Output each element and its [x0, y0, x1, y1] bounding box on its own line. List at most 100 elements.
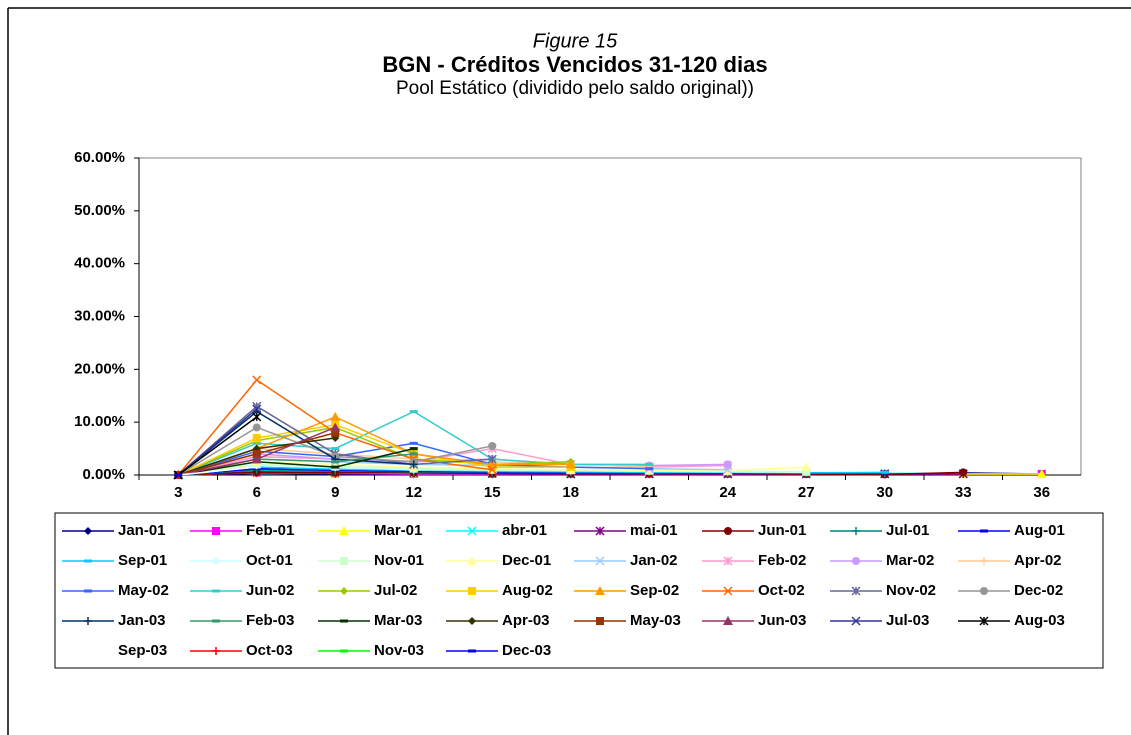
point [331, 447, 340, 451]
point [723, 460, 732, 469]
plot-area [138, 157, 1082, 476]
series-line [177, 424, 571, 476]
legend-label: Oct-02 [758, 582, 805, 599]
x-tick-label: 6 [253, 484, 261, 501]
point [252, 423, 261, 432]
point [409, 452, 418, 456]
legend-label: Feb-01 [246, 522, 294, 539]
point [174, 473, 183, 477]
legend-label: Dec-03 [502, 642, 551, 659]
legend-label: Mar-03 [374, 612, 422, 629]
x-tick-label: 24 [719, 484, 736, 501]
legend-label: Sep-02 [630, 582, 679, 599]
y-tick-label: 50.00% [74, 202, 125, 219]
legend-label: Aug-02 [502, 582, 553, 599]
point [801, 462, 812, 472]
legend-marker [595, 556, 605, 566]
legend-label: Nov-01 [374, 552, 424, 569]
legend-marker [340, 619, 348, 623]
x-tick-label: 3 [174, 484, 182, 501]
legend-marker [851, 586, 861, 596]
legend-label: mai-01 [630, 522, 678, 539]
chart-title: BGN - Créditos Vencidos 31-120 dias [382, 52, 767, 77]
legend-marker [980, 529, 988, 533]
x-tick-label: 21 [641, 484, 658, 501]
point [331, 460, 340, 464]
legend-label: Jul-01 [886, 522, 929, 539]
point [802, 467, 811, 476]
point [880, 470, 889, 474]
legend-label: Aug-03 [1014, 612, 1065, 629]
legend-label: Oct-01 [246, 552, 293, 569]
legend-marker [852, 557, 860, 565]
legend-label: Apr-03 [502, 612, 550, 629]
x-tick-label: 9 [331, 484, 339, 501]
legend-marker [340, 557, 348, 565]
x-tick-label: 27 [798, 484, 815, 501]
point [409, 441, 418, 445]
legend-marker [468, 649, 476, 653]
y-tick-label: 30.00% [74, 307, 125, 324]
legend-label: Oct-03 [246, 642, 293, 659]
point [565, 459, 576, 469]
legend-marker [596, 617, 604, 625]
point [252, 404, 262, 414]
legend-marker [340, 587, 348, 595]
legend-label: Nov-02 [886, 582, 936, 599]
legend-marker [212, 557, 220, 565]
series-line [177, 408, 258, 476]
point [251, 454, 262, 464]
y-tick-label: 0.00% [82, 466, 125, 483]
x-tick-label: 30 [876, 484, 893, 501]
legend-marker [723, 556, 733, 566]
legend-marker [723, 586, 733, 596]
legend-label: Sep-03 [118, 642, 167, 659]
legend-label: Sep-01 [118, 552, 167, 569]
series-line [178, 447, 414, 476]
legend-marker [723, 616, 733, 625]
legend-marker [980, 557, 988, 565]
legend-label: Dec-01 [502, 552, 551, 569]
point [330, 422, 341, 432]
point [487, 454, 497, 464]
legend-label: May-02 [118, 582, 169, 599]
legend-label: Aug-01 [1014, 522, 1065, 539]
legend-marker [724, 527, 732, 535]
legend-label: Jan-03 [118, 612, 166, 629]
x-tick-label: 36 [1033, 484, 1050, 501]
y-tick-label: 40.00% [74, 255, 125, 272]
legend-label: Dec-02 [1014, 582, 1063, 599]
legend-label: Jul-02 [374, 582, 417, 599]
legend-label: May-03 [630, 612, 681, 629]
legend-marker [595, 526, 605, 536]
x-tick-label: 18 [562, 484, 579, 501]
x-tick-label: 15 [484, 484, 501, 501]
legend-marker [84, 527, 92, 535]
legend-label: Mar-01 [374, 522, 422, 539]
point [645, 462, 654, 466]
legend-label: Jan-01 [118, 522, 166, 539]
point [487, 465, 497, 475]
legend-label: Jun-03 [758, 612, 806, 629]
point [330, 411, 341, 421]
legend-marker [340, 649, 348, 653]
series-line [177, 410, 414, 476]
chart-subtitle: Pool Estático (dividido pelo saldo origi… [396, 78, 754, 99]
figure-label: Figure 15 [533, 30, 618, 52]
legend-label: abr-01 [502, 522, 547, 539]
point [252, 434, 261, 443]
legend-label: Feb-02 [758, 552, 806, 569]
legend-marker [979, 616, 989, 626]
legend-label: Jun-02 [246, 582, 294, 599]
series-line [177, 416, 258, 476]
point [645, 467, 654, 471]
legend-marker [468, 617, 476, 625]
point [331, 465, 340, 469]
point [409, 447, 418, 451]
legend-marker [851, 616, 861, 626]
legend-marker [467, 556, 477, 565]
legend-marker [212, 527, 220, 535]
point [331, 428, 340, 437]
legend-marker [852, 527, 860, 535]
legend-label: Jun-01 [758, 522, 806, 539]
